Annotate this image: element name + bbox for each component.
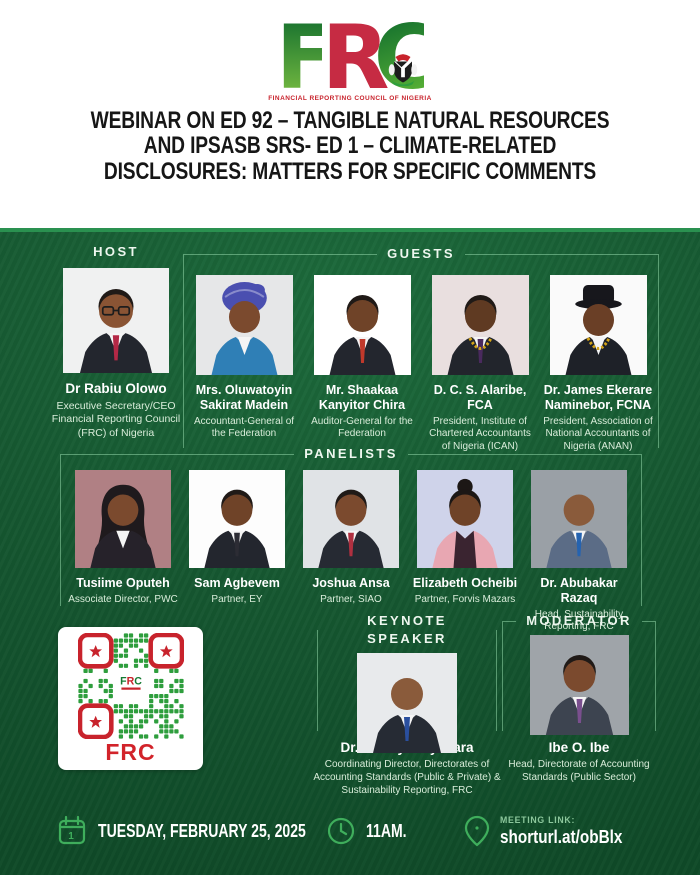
panelist-name: Joshua Ansa	[312, 576, 390, 590]
panelist-photo	[303, 470, 399, 568]
host-name: Dr Rabiu Olowo	[65, 381, 167, 396]
meeting-link-item: MEETING LINK: shorturl.at/obBlx	[464, 808, 644, 854]
guest-card: D. C. S. Alaribe, FCA President, Institu…	[424, 275, 536, 454]
guest-name: Mrs. Oluwatoyin Sakirat Madein	[195, 383, 293, 412]
moderator-name: Ibe O. Ibe	[548, 740, 610, 755]
panelists-section: PANELISTS Tusiime Oputeh Associate Direc…	[60, 445, 642, 632]
moderator-section: MODERATOR	[502, 612, 656, 735]
event-time: 11AM.	[366, 820, 407, 841]
panelist-card: Elizabeth Ocheibi Partner, Forvis Mazars	[409, 470, 521, 607]
panelist-name: Tusiime Oputeh	[76, 576, 170, 590]
qr-code-card[interactable]: FRC FRC	[58, 627, 203, 770]
guest-name: Mr. Shaakaa Kanyitor Chira	[318, 383, 406, 412]
guest-photo	[195, 275, 293, 375]
event-date-item: 1 TUESDAY, FEBRUARY 25, 2025	[56, 808, 364, 854]
calendar-icon: 1	[58, 815, 86, 845]
frc-logo: FRC	[276, 14, 438, 102]
guest-name: D. C. S. Alaribe, FCA	[433, 383, 527, 412]
panelist-card: Joshua Ansa Partner, SIAO	[295, 470, 407, 607]
panelist-title: Partner, EY	[211, 593, 263, 605]
org-name: FINANCIAL REPORTING COUNCIL OF NIGERIA	[268, 94, 432, 102]
guest-photo	[313, 275, 411, 375]
guest-card: Dr. James Ekerare Naminebor, FCNA Presid…	[542, 275, 654, 454]
panelist-name: Elizabeth Ocheibi	[412, 576, 518, 590]
guests-section: GUESTS Mrs. Oluwatoyin Sakirat Madein Ac…	[183, 245, 659, 452]
host-title: Executive Secretary/CEO Financial Report…	[51, 399, 181, 439]
guest-card: Mrs. Oluwatoyin Sakirat Madein Accountan…	[188, 275, 300, 441]
poster-body: HOST Dr Rabiu Olowo Executive Secretary/…	[0, 228, 700, 875]
keynote-section-label: KEYNOTE SPEAKER	[367, 613, 447, 646]
panelist-name: Sam Agbevem	[194, 576, 280, 590]
moderator-title: Head, Directorate of Accounting Standard…	[508, 758, 650, 783]
logo-letter-r: R	[321, 6, 390, 109]
keynote-photo	[357, 653, 457, 753]
guest-name: Dr. James Ekerare Naminebor, FCNA	[543, 383, 653, 412]
panelist-card: Tusiime Oputeh Associate Director, PWC	[67, 470, 179, 607]
location-pin-icon	[464, 815, 490, 847]
keynote-speaker-column: KEYNOTE SPEAKER Dr. Iheanyi Anyahara Coo…	[312, 612, 502, 797]
panelists-section-label: PANELISTS	[304, 446, 398, 461]
panelist-photo	[531, 470, 627, 568]
keynote-section: KEYNOTE SPEAKER	[317, 612, 497, 753]
panelist-title: Associate Director, PWC	[68, 593, 178, 605]
svg-text:1: 1	[68, 831, 74, 842]
panelists-row: Tusiime Oputeh Associate Director, PWC S…	[61, 463, 641, 634]
moderator-section-label: MODERATOR	[526, 613, 632, 628]
panelist-photo	[417, 470, 513, 568]
qr-caption: FRC	[105, 739, 156, 765]
guest-title: Auditor-General for the Federation	[311, 415, 413, 440]
guest-title: President, Association of National Accou…	[543, 415, 653, 453]
guests-section-label: GUESTS	[387, 246, 455, 261]
moderator-column: MODERATOR Ibe O. Ibe Head, Directorate o…	[500, 612, 658, 785]
nigeria-coat-of-arms-icon	[389, 54, 418, 86]
webinar-title: WEBINAR ON ED 92 – TANGIBLE NATURAL RESO…	[0, 108, 700, 185]
keynote-title: Coordinating Director, Directorates of A…	[313, 758, 501, 796]
guest-title: Accountant-General of the Federation	[193, 415, 295, 440]
title-line-3: DISCLOSURES: MATTERS FOR SPECIFIC COMMEN…	[103, 157, 597, 185]
host-section-label: HOST	[93, 244, 139, 259]
guest-photo	[549, 275, 647, 375]
moderator-photo	[529, 635, 629, 735]
event-time-item: 11AM.	[326, 808, 418, 854]
panelist-title: Head, Sustainability Reporting, FRC	[534, 608, 624, 633]
poster-header: FRC FINANCIAL REPORTING COUNCIL OF NIGER…	[0, 0, 700, 228]
meeting-link-url[interactable]: shorturl.at/obBlx	[500, 826, 623, 847]
clock-icon	[327, 817, 355, 845]
meeting-link-label: MEETING LINK:	[500, 814, 576, 826]
panelist-card: Dr. Abubakar Razaq Head, Sustainability …	[523, 470, 635, 634]
panelist-photo	[75, 470, 171, 568]
logo-letter-f: F	[275, 6, 336, 109]
guest-card: Mr. Shaakaa Kanyitor Chira Auditor-Gener…	[306, 275, 418, 441]
title-line-1: WEBINAR ON ED 92 – TANGIBLE NATURAL RESO…	[90, 106, 610, 134]
title-line-2: AND IPSASB SRS- ED 1 – CLIMATE-RELATED	[143, 132, 557, 160]
panelist-card: Sam Agbevem Partner, EY	[181, 470, 293, 607]
guests-row: Mrs. Oluwatoyin Sakirat Madein Accountan…	[184, 263, 658, 454]
panelist-title: Partner, SIAO	[320, 593, 382, 605]
guest-title: President, Institute of Chartered Accoun…	[429, 415, 531, 453]
panelist-title: Partner, Forvis Mazars	[414, 593, 516, 605]
panelist-photo	[189, 470, 285, 568]
panelist-name: Dr. Abubakar Razaq	[540, 576, 618, 605]
event-date: TUESDAY, FEBRUARY 25, 2025	[98, 820, 306, 841]
qr-code[interactable]: FRC	[77, 633, 184, 739]
guest-photo	[431, 275, 529, 375]
host-card: Dr Rabiu Olowo Executive Secretary/CEO F…	[41, 268, 191, 440]
host-photo	[63, 268, 169, 373]
svg-text:FRC: FRC	[120, 675, 142, 687]
